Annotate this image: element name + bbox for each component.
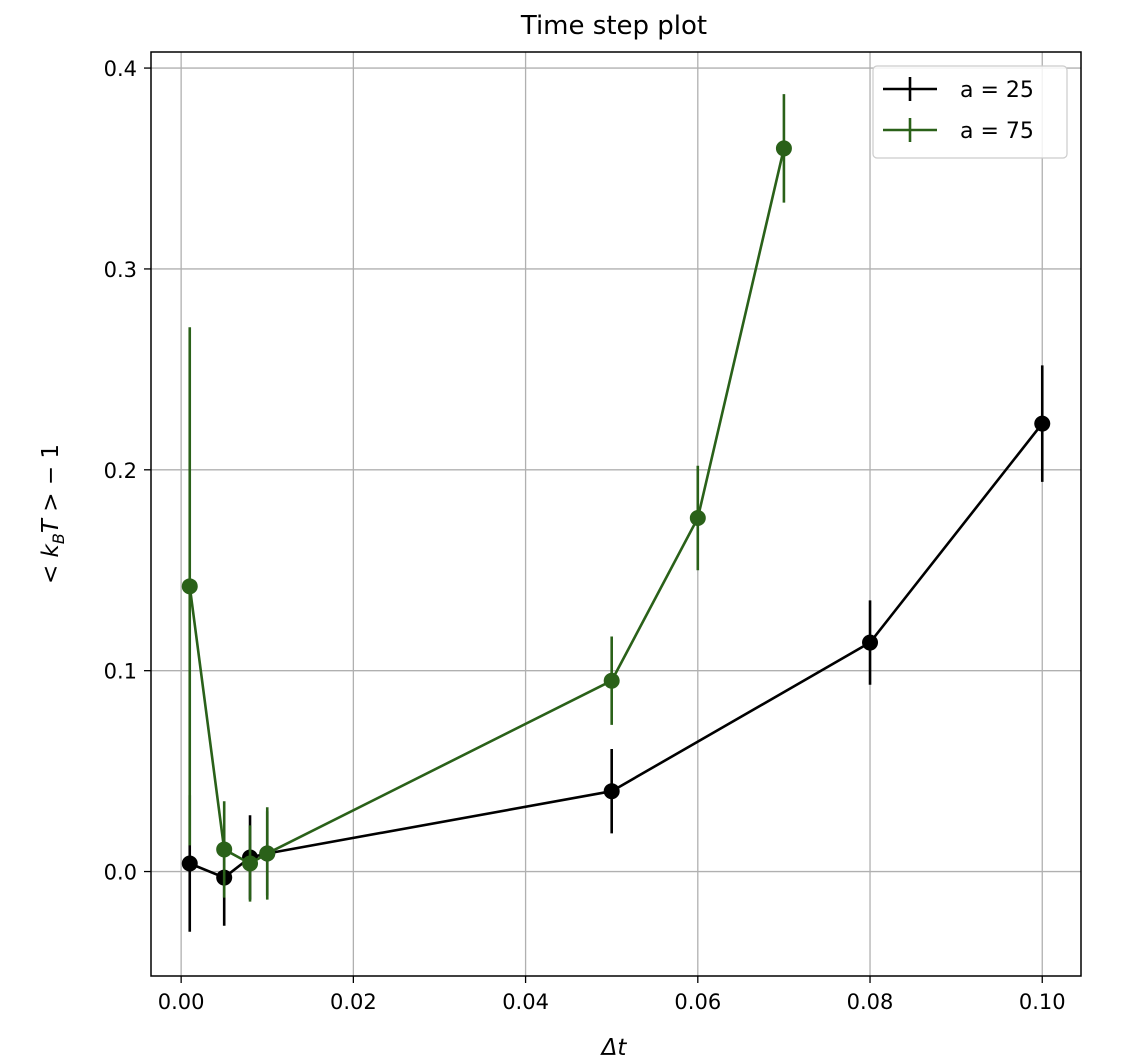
data-point <box>775 140 792 157</box>
legend-label-a25: a = 25 <box>960 78 1034 103</box>
data-point <box>181 578 198 595</box>
x-axis-label: Δt <box>600 1035 628 1061</box>
data-point <box>181 855 198 872</box>
data-point <box>216 841 233 858</box>
y-axis: 0.0 0.1 0.2 0.3 0.4 <box>104 57 151 885</box>
legend-item-a75: a = 75 <box>883 118 1034 144</box>
y-tick-label: 0.2 <box>104 459 137 483</box>
y-tick-label: 0.3 <box>104 258 137 282</box>
x-tick-label: 0.02 <box>330 990 377 1014</box>
grid <box>151 52 1081 976</box>
x-tick-label: 0.06 <box>674 990 721 1014</box>
y-axis-label: < kBT > − 1 <box>38 444 68 584</box>
series-1 <box>181 94 792 902</box>
series-line <box>188 148 786 865</box>
data-point <box>862 634 879 651</box>
x-tick-label: 0.04 <box>502 990 549 1014</box>
data-point <box>1034 415 1051 432</box>
legend-item-a25: a = 25 <box>883 77 1034 103</box>
series-layer <box>181 94 1051 932</box>
y-tick-label: 0.4 <box>104 57 137 81</box>
data-point <box>259 845 276 862</box>
data-point <box>242 855 259 872</box>
y-tick-label: 0.0 <box>104 861 137 885</box>
x-tick-label: 0.08 <box>847 990 894 1014</box>
legend-label-a75: a = 75 <box>960 119 1034 144</box>
x-tick-label: 0.00 <box>158 990 205 1014</box>
series-line <box>189 422 1044 879</box>
plot-frame <box>150 51 1082 977</box>
data-point <box>603 783 620 800</box>
y-tick-label: 0.1 <box>104 660 137 684</box>
series-0 <box>181 365 1051 932</box>
legend: a = 25 a = 75 <box>872 65 1068 159</box>
x-axis: 0.00 0.02 0.04 0.06 0.08 0.10 <box>158 976 1066 1014</box>
data-point <box>689 510 706 527</box>
x-tick-label: 0.10 <box>1019 990 1066 1014</box>
chart-title: Time step plot <box>520 11 707 41</box>
data-point <box>603 672 620 689</box>
